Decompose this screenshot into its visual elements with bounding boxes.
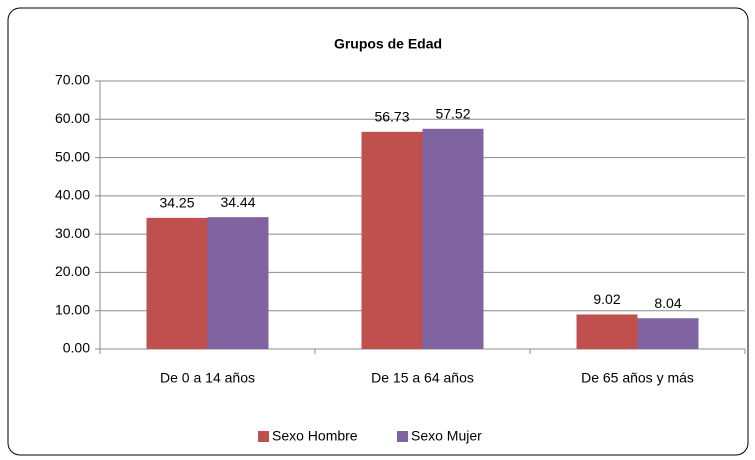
y-tick-label: 70.00 <box>55 72 90 88</box>
bar <box>361 131 423 349</box>
data-label: 34.25 <box>159 195 194 211</box>
y-tick-label: 60.00 <box>55 110 90 126</box>
data-label: 56.73 <box>374 109 409 125</box>
data-label: 9.02 <box>593 291 620 307</box>
x-tick-label: De 15 a 64 años <box>371 370 474 386</box>
bar <box>576 314 638 349</box>
y-tick-label: 50.00 <box>55 148 90 164</box>
y-tick-label: 20.00 <box>55 263 90 279</box>
bar <box>207 217 269 349</box>
chart-title: Grupos de Edad <box>334 36 442 52</box>
bar <box>637 318 699 349</box>
x-tick-label: De 65 años y más <box>581 370 694 386</box>
bar <box>422 128 484 349</box>
y-tick-label: 40.00 <box>55 187 90 203</box>
x-tick-label: De 0 a 14 años <box>160 370 255 386</box>
legend-swatch <box>397 431 408 442</box>
legend-swatch <box>258 431 269 442</box>
legend-label: Sexo Hombre <box>272 428 358 444</box>
y-tick-label: 10.00 <box>55 301 90 317</box>
y-tick-label: 0.00 <box>63 340 90 356</box>
bar <box>146 217 208 349</box>
data-label: 8.04 <box>654 295 681 311</box>
legend-label: Sexo Mujer <box>411 428 482 444</box>
data-label: 57.52 <box>435 105 470 121</box>
data-label: 34.44 <box>220 194 255 210</box>
y-tick-label: 30.00 <box>55 225 90 241</box>
